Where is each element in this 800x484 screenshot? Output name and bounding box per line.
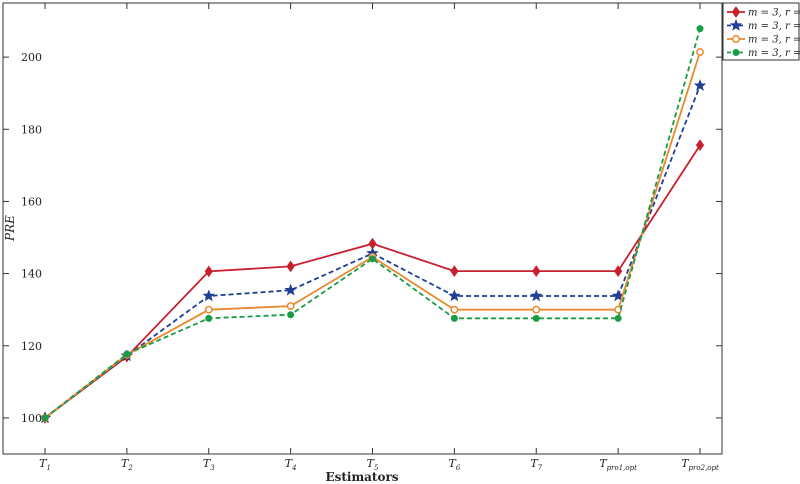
data-point: [529, 289, 543, 302]
series-line: [44, 28, 701, 419]
legend: m = 3, r = 3 m = 3, r = 4 m = 3, r = 5 m = …: [722, 2, 800, 61]
y-tick-label: 100: [21, 412, 42, 425]
x-axis-title: Estimators: [325, 470, 398, 484]
data-point: [693, 78, 707, 92]
x-tick-label: T5: [367, 457, 379, 472]
x-tick-label: Tpro2,opt: [681, 457, 719, 472]
data-point: [123, 350, 131, 358]
data-point: [205, 314, 213, 322]
x-tick-label: T7: [530, 457, 542, 472]
data-point: [450, 314, 458, 322]
data-point: [614, 314, 622, 322]
x-tick-label: T4: [285, 457, 297, 472]
series-line: [44, 144, 701, 419]
data-point: [532, 265, 541, 277]
y-tick-label: 120: [21, 340, 42, 353]
legend-label: m = 3, r = 5: [748, 35, 800, 46]
y-tick-label: 180: [21, 123, 42, 136]
legend-marker: [732, 35, 740, 43]
x-axis: T1 T2 T3 T4 T5 T6 T7 Tpro1,opt Tpro2,opt: [39, 3, 719, 472]
series-3: [41, 48, 704, 422]
series-line: [44, 51, 701, 419]
data-point: [287, 311, 295, 319]
legend-label: m = 3, r = 3: [748, 8, 800, 19]
data-point: [450, 265, 459, 277]
series-2: [38, 78, 707, 424]
x-tick-label: T2: [121, 457, 133, 472]
series-line: [44, 85, 701, 419]
legend-label: m = 3, r = 4: [748, 21, 800, 32]
data-point: [696, 25, 704, 33]
x-tick-label: T3: [203, 457, 215, 472]
series-layer: [38, 25, 707, 424]
data-point: [284, 283, 297, 296]
data-point: [202, 289, 216, 302]
data-point: [450, 305, 459, 314]
plot-frame: [2, 2, 723, 455]
data-point: [286, 302, 295, 311]
legend-marker: [731, 6, 741, 18]
data-point: [532, 305, 541, 314]
x-tick-label: T1: [39, 457, 51, 472]
data-point: [204, 265, 213, 278]
legend-label: m = 3, r = 6: [748, 48, 800, 59]
data-point: [41, 414, 49, 422]
y-tick-label: 160: [21, 195, 42, 208]
data-point: [696, 48, 704, 57]
data-point: [204, 305, 213, 314]
data-point: [286, 260, 295, 273]
data-point: [448, 289, 461, 302]
y-axis: 100 120 140 160 180 200: [3, 51, 722, 425]
data-point: [369, 255, 376, 263]
series-4: [41, 25, 704, 422]
data-point: [695, 139, 705, 152]
y-tick-label: 140: [21, 268, 42, 281]
data-point: [532, 314, 540, 322]
legend-marker: [729, 18, 743, 31]
y-tick-label: 200: [21, 51, 42, 64]
x-tick-label: T6: [448, 457, 460, 472]
y-axis-title: PRE: [3, 215, 17, 242]
data-point: [614, 265, 623, 277]
series-1: [40, 139, 705, 424]
legend-marker: [732, 49, 740, 56]
x-tick-label: Tpro1,opt: [599, 457, 637, 472]
